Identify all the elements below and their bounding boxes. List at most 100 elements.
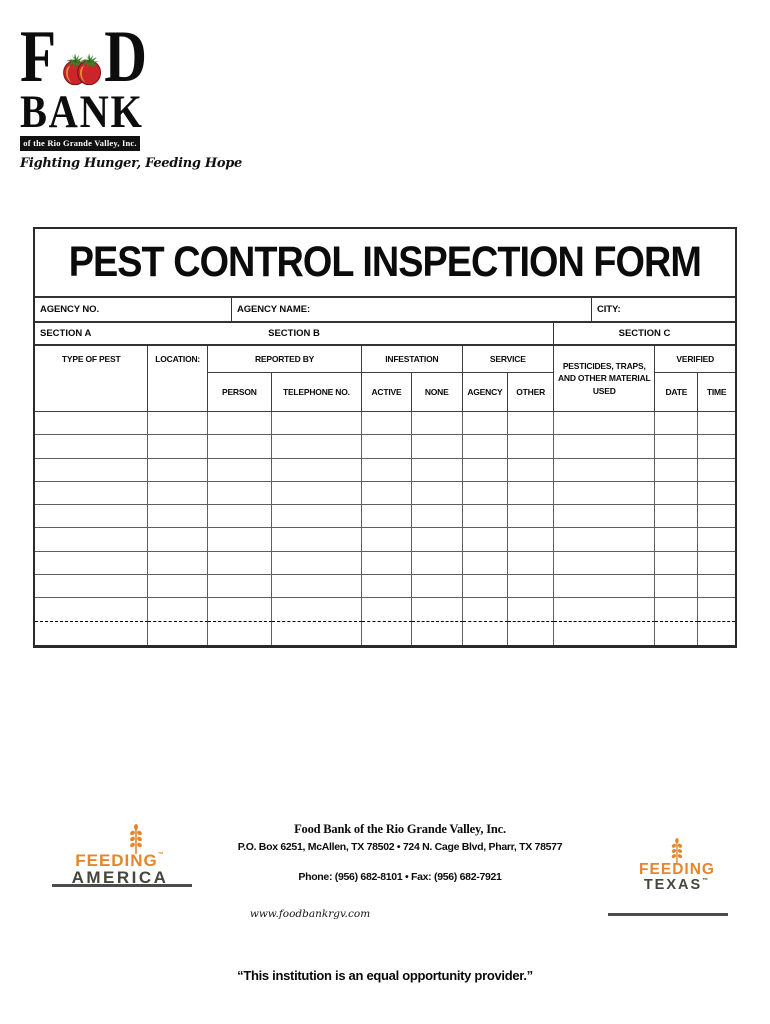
table-body-cell[interactable] — [655, 412, 699, 436]
table-body-cell[interactable] — [554, 528, 656, 552]
table-body-cell[interactable] — [411, 481, 463, 506]
table-body-cell[interactable] — [148, 458, 208, 482]
table-body-cell[interactable] — [208, 481, 272, 506]
table-body-cell[interactable] — [362, 435, 412, 459]
table-body-cell[interactable] — [554, 551, 656, 576]
table-body-cell[interactable] — [35, 598, 149, 622]
table-body-cell[interactable] — [508, 598, 555, 622]
table-body-cell[interactable] — [148, 575, 208, 599]
table-body-cell[interactable] — [271, 458, 363, 482]
table-body-cell[interactable] — [554, 598, 656, 622]
table-body-cell[interactable] — [655, 598, 699, 622]
table-body-cell[interactable] — [208, 528, 272, 552]
city-field[interactable]: CITY: — [597, 304, 621, 315]
table-body-cell[interactable] — [462, 481, 509, 506]
table-body-cell[interactable] — [411, 435, 463, 459]
table-body-cell[interactable] — [362, 528, 412, 552]
table-body-cell[interactable] — [148, 598, 208, 622]
table-body-cell[interactable] — [35, 528, 149, 552]
table-body-cell[interactable] — [362, 621, 412, 645]
table-body-cell[interactable] — [508, 551, 555, 576]
table-body-cell[interactable] — [508, 621, 555, 645]
table-body-cell[interactable] — [508, 528, 555, 552]
agency-name-field[interactable]: AGENCY NAME: — [232, 298, 592, 321]
table-body-cell[interactable] — [462, 575, 509, 599]
table-body-cell[interactable] — [35, 458, 149, 482]
table-body-cell[interactable] — [698, 598, 735, 622]
table-body-cell[interactable] — [411, 598, 463, 622]
table-body-cell[interactable] — [271, 435, 363, 459]
table-body-cell[interactable] — [208, 458, 272, 482]
table-body-cell[interactable] — [271, 528, 363, 552]
table-body-cell[interactable] — [362, 575, 412, 599]
table-body-cell[interactable] — [208, 551, 272, 576]
table-body-cell[interactable] — [208, 435, 272, 459]
table-body-cell[interactable] — [554, 621, 656, 645]
table-body-cell[interactable] — [411, 412, 463, 436]
table-body-cell[interactable] — [463, 621, 509, 645]
table-body-cell[interactable] — [655, 458, 699, 482]
table-body-cell[interactable] — [462, 458, 509, 482]
table-body-cell[interactable] — [655, 621, 699, 645]
table-body-cell[interactable] — [698, 505, 735, 529]
table-body-cell[interactable] — [554, 505, 656, 529]
table-body-cell[interactable] — [462, 435, 509, 459]
table-body-cell[interactable] — [208, 575, 272, 599]
table-body-cell[interactable] — [271, 481, 363, 506]
table-body-cell[interactable] — [208, 621, 272, 645]
table-body-cell[interactable] — [35, 575, 149, 599]
table-body-cell[interactable] — [271, 575, 363, 599]
table-body-cell[interactable] — [554, 458, 656, 482]
table-body-cell[interactable] — [411, 551, 463, 576]
table-body-cell[interactable] — [655, 505, 699, 529]
table-body-cell[interactable] — [508, 575, 555, 599]
table-body-cell[interactable] — [698, 575, 735, 599]
table-body-cell[interactable] — [508, 412, 555, 436]
table-body-cell[interactable] — [208, 412, 272, 436]
table-body-cell[interactable] — [271, 505, 363, 529]
table-body-cell[interactable] — [362, 412, 412, 436]
table-body-cell[interactable] — [554, 435, 656, 459]
table-body-cell[interactable] — [148, 551, 208, 576]
table-body-cell[interactable] — [148, 528, 208, 552]
table-body-cell[interactable] — [148, 412, 208, 436]
table-body-cell[interactable] — [698, 622, 735, 645]
table-body-cell[interactable] — [271, 412, 363, 436]
table-body-cell[interactable] — [362, 458, 412, 482]
table-body-cell[interactable] — [462, 551, 509, 576]
table-body-cell[interactable] — [362, 481, 412, 506]
table-body-cell[interactable] — [411, 528, 463, 552]
table-body-cell[interactable] — [35, 621, 149, 645]
table-body-cell[interactable] — [508, 505, 555, 529]
table-body-cell[interactable] — [698, 459, 735, 482]
agency-no-field[interactable]: AGENCY NO. — [35, 298, 232, 321]
table-body-cell[interactable] — [698, 412, 735, 436]
table-body-cell[interactable] — [698, 435, 735, 459]
table-body-cell[interactable] — [362, 598, 412, 622]
table-body-cell[interactable] — [35, 551, 149, 576]
table-body-cell[interactable] — [554, 575, 656, 599]
table-body-cell[interactable] — [655, 551, 699, 576]
table-body-cell[interactable] — [208, 505, 272, 529]
table-body-cell[interactable] — [508, 458, 555, 482]
table-body-cell[interactable] — [412, 621, 463, 645]
table-body-cell[interactable] — [411, 458, 463, 482]
table-body-cell[interactable] — [655, 435, 699, 459]
table-body-cell[interactable] — [35, 435, 149, 459]
table-body-cell[interactable] — [271, 551, 363, 576]
table-body-cell[interactable] — [508, 435, 555, 459]
table-body-cell[interactable] — [411, 575, 463, 599]
table-body-cell[interactable] — [554, 481, 656, 506]
table-body-cell[interactable] — [655, 528, 699, 552]
table-body-cell[interactable] — [554, 412, 656, 436]
table-body-cell[interactable] — [35, 412, 149, 436]
table-body-cell[interactable] — [411, 505, 463, 529]
table-body-cell[interactable] — [271, 598, 363, 622]
table-body-cell[interactable] — [362, 551, 412, 576]
table-body-cell[interactable] — [698, 528, 735, 552]
table-body-cell[interactable] — [272, 621, 363, 645]
table-body-cell[interactable] — [35, 505, 149, 529]
table-body-cell[interactable] — [462, 598, 509, 622]
table-body-cell[interactable] — [655, 575, 699, 599]
table-body-cell[interactable] — [655, 481, 699, 506]
